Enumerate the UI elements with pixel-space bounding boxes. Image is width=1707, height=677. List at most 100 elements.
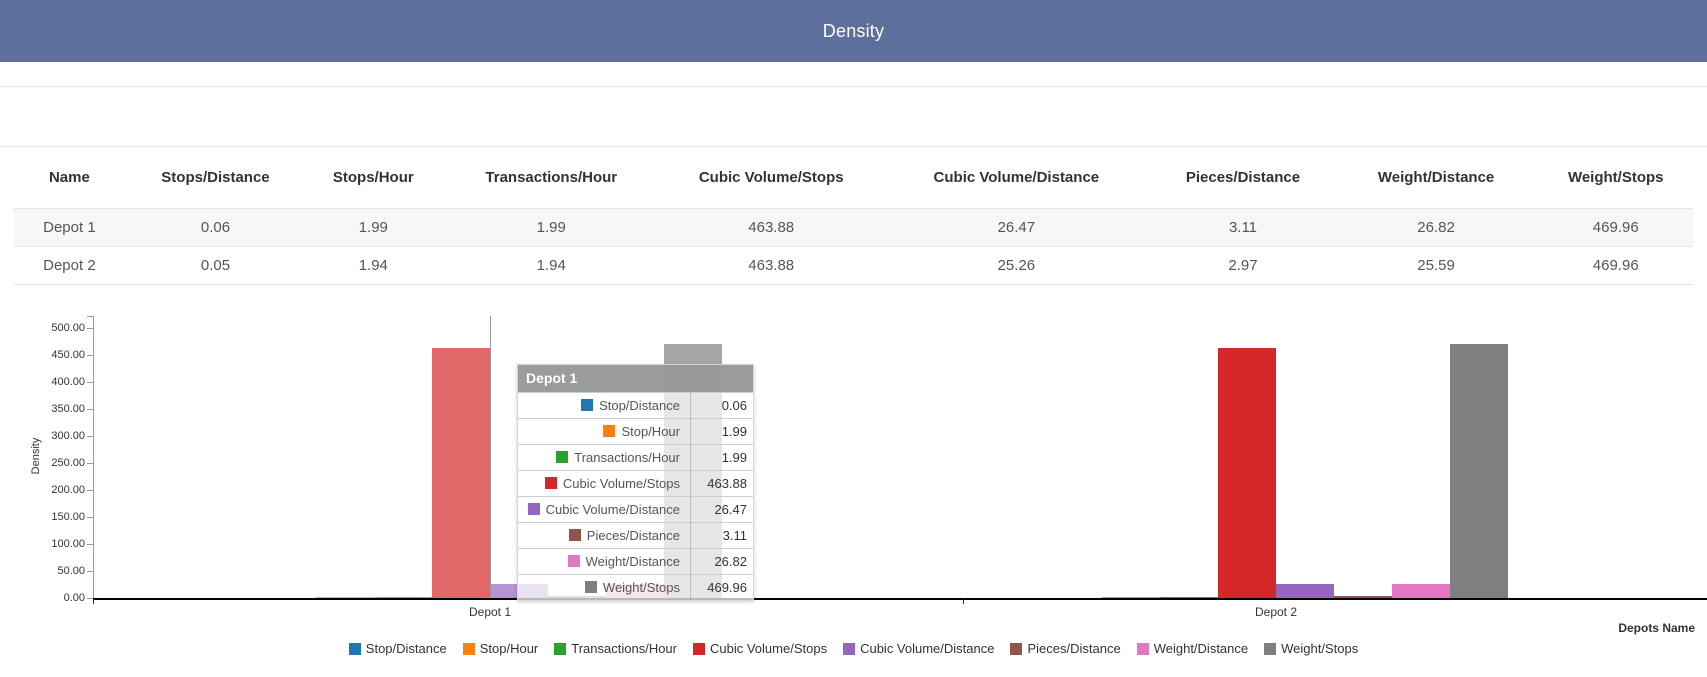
y-tick [87, 382, 93, 383]
y-axis-end-tick [87, 316, 93, 317]
legend-item-cubic-volume-distance[interactable]: Cubic Volume/Distance [843, 641, 994, 656]
tooltip-label: Cubic Volume/Distance [518, 497, 690, 522]
y-tick [87, 355, 93, 356]
legend-label: Weight/Stops [1281, 641, 1358, 656]
tooltip-value: 26.47 [690, 497, 753, 522]
tooltip-swatch-stop-hour-icon [603, 425, 615, 437]
legend-item-transactions-hour[interactable]: Transactions/Hour [554, 641, 677, 656]
table-cell-cubic-volume-stops: 463.88 [662, 209, 880, 247]
tooltip-swatch-stop-distance-icon [581, 399, 593, 411]
column-header-stops-distance[interactable]: Stops/Distance [125, 147, 306, 209]
hover-crosshair [490, 316, 491, 598]
y-tick [87, 409, 93, 410]
column-header-pieces-distance[interactable]: Pieces/Distance [1152, 147, 1333, 209]
table-cell-weight-distance: 26.82 [1334, 209, 1539, 247]
tooltip-label: Transactions/Hour [518, 445, 690, 470]
row-name-cell: Depot 2 [14, 247, 125, 285]
legend-item-stop-hour[interactable]: Stop/Hour [463, 641, 539, 656]
legend-swatch-weight-stops-icon [1264, 643, 1276, 655]
x-category-label-depot-2: Depot 2 [1216, 605, 1336, 619]
bar-depot-1-transactions-hour[interactable] [374, 597, 432, 598]
bar-depot-2-transactions-hour[interactable] [1160, 597, 1218, 598]
column-header-weight-distance[interactable]: Weight/Distance [1334, 147, 1539, 209]
table-cell-stops-distance: 0.06 [125, 209, 306, 247]
tooltip-label: Weight/Distance [518, 549, 690, 574]
column-header-weight-stops[interactable]: Weight/Stops [1538, 147, 1693, 209]
column-header-cubic-volume-distance[interactable]: Cubic Volume/Distance [880, 147, 1152, 209]
bar-depot-2-cubic-volume-distance[interactable] [1276, 584, 1334, 598]
bar-depot-1-stop-hour[interactable] [316, 597, 374, 598]
bar-depot-2-weight-distance[interactable] [1392, 584, 1450, 598]
tooltip-swatch-cubic-volume-stops-icon [545, 477, 557, 489]
row-name-cell: Depot 1 [14, 209, 125, 247]
y-tick-label: 100.00 [10, 538, 85, 550]
bar-depot-1-cubic-volume-stops[interactable] [432, 348, 490, 598]
tooltip-label: Stop/Hour [518, 419, 690, 444]
x-axis-line [93, 598, 1707, 600]
legend-swatch-cubic-volume-stops-icon [693, 643, 705, 655]
y-tick-label: 400.00 [10, 376, 85, 388]
density-chart: Density Depots Name Depot 1 Stop/Distanc… [0, 285, 1707, 677]
x-tick [963, 599, 964, 604]
y-tick [87, 517, 93, 518]
bar-depot-2-pieces-distance[interactable] [1334, 596, 1392, 598]
table-cell-cubic-volume-distance: 25.26 [880, 247, 1152, 285]
legend-item-weight-distance[interactable]: Weight/Distance [1137, 641, 1248, 656]
tooltip-value: 0.06 [690, 393, 753, 418]
column-header-cubic-volume-stops[interactable]: Cubic Volume/Stops [662, 147, 880, 209]
tooltip-value: 463.88 [690, 471, 753, 496]
legend-item-pieces-distance[interactable]: Pieces/Distance [1010, 641, 1120, 656]
table-cell-cubic-volume-distance: 26.47 [880, 209, 1152, 247]
table-cell-pieces-distance: 2.97 [1152, 247, 1333, 285]
legend-swatch-transactions-hour-icon [554, 643, 566, 655]
tooltip-swatch-cubic-volume-distance-icon [528, 503, 540, 515]
legend-label: Stop/Hour [480, 641, 539, 656]
legend-label: Stop/Distance [366, 641, 447, 656]
x-category-label-depot-1: Depot 1 [430, 605, 550, 619]
bar-depot-2-cubic-volume-stops[interactable] [1218, 348, 1276, 598]
legend-label: Cubic Volume/Stops [710, 641, 827, 656]
legend-item-stop-distance[interactable]: Stop/Distance [349, 641, 447, 656]
x-tick [93, 599, 94, 604]
column-header-name[interactable]: Name [14, 147, 125, 209]
content-panel-spacer [0, 87, 1707, 147]
y-tick-label: 300.00 [10, 430, 85, 442]
bar-depot-2-stop-hour[interactable] [1102, 597, 1160, 598]
legend-label: Cubic Volume/Distance [860, 641, 994, 656]
y-tick [87, 544, 93, 545]
column-header-transactions-hour[interactable]: Transactions/Hour [440, 147, 662, 209]
tooltip-swatch-weight-stops-icon [585, 581, 597, 593]
page-title: Density [823, 21, 884, 42]
y-tick-label: 500.00 [10, 322, 85, 334]
y-tick-label: 150.00 [10, 511, 85, 523]
legend-label: Transactions/Hour [571, 641, 677, 656]
tooltip-label: Cubic Volume/Stops [518, 471, 690, 496]
tooltip-value: 469.96 [690, 575, 753, 600]
column-header-stops-hour[interactable]: Stops/Hour [306, 147, 440, 209]
legend-item-cubic-volume-stops[interactable]: Cubic Volume/Stops [693, 641, 827, 656]
legend-swatch-stop-distance-icon [349, 643, 361, 655]
y-tick [87, 463, 93, 464]
legend-item-weight-stops[interactable]: Weight/Stops [1264, 641, 1358, 656]
table-cell-pieces-distance: 3.11 [1152, 209, 1333, 247]
table-cell-weight-distance: 25.59 [1334, 247, 1539, 285]
y-axis-line [93, 316, 94, 599]
tooltip-swatch-weight-distance-icon [568, 555, 580, 567]
table-cell-weight-stops: 469.96 [1538, 247, 1693, 285]
legend-label: Pieces/Distance [1027, 641, 1120, 656]
bar-depot-2-weight-stops[interactable] [1450, 344, 1508, 598]
tooltip-value: 1.99 [690, 419, 753, 444]
y-tick [87, 436, 93, 437]
legend-swatch-cubic-volume-distance-icon [843, 643, 855, 655]
y-tick [87, 328, 93, 329]
legend-swatch-weight-distance-icon [1137, 643, 1149, 655]
tooltip-label: Weight/Stops [518, 575, 690, 600]
